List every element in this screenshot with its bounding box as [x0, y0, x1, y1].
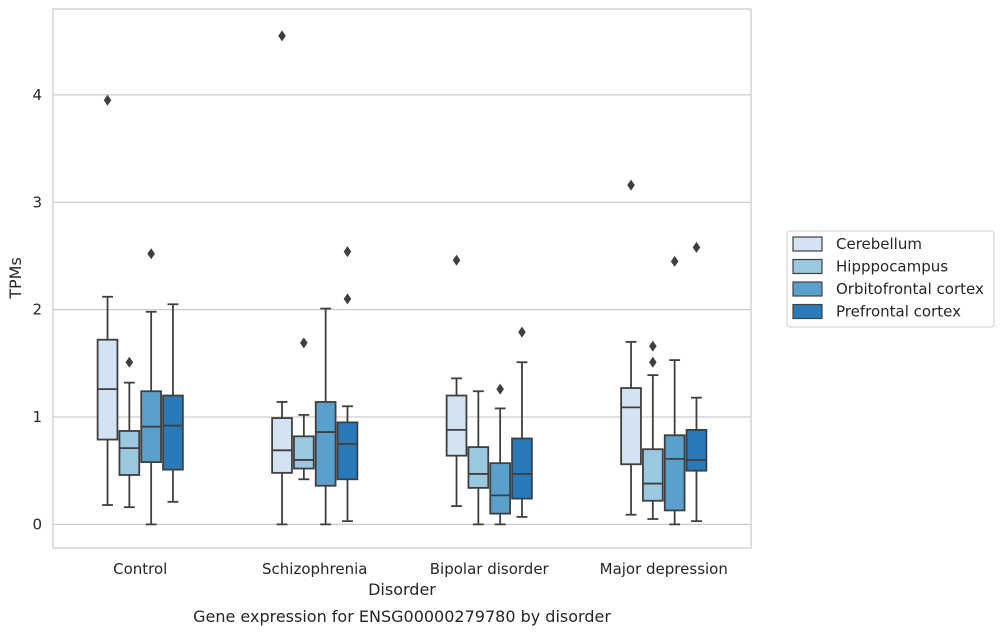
- outlier-point: [300, 337, 308, 349]
- x-tick-label: Major depression: [600, 560, 728, 578]
- box-iqr: [467, 446, 490, 489]
- legend-label: Hipppocampus: [836, 258, 948, 276]
- box-iqr: [271, 417, 293, 474]
- box-cerebellum: [620, 179, 642, 516]
- box-iqr: [620, 387, 642, 466]
- legend: Cerebellum Hipppocampus Orbitofrontal cort…: [786, 230, 995, 328]
- y-tick-label: 0: [32, 515, 42, 533]
- box-orbitofrontal-cortex: [314, 307, 337, 526]
- box-iqr: [162, 394, 184, 471]
- box-orbitofrontal-cortex: [489, 383, 511, 526]
- y-tick-label: 4: [32, 86, 42, 104]
- box-cerebellum: [445, 254, 468, 508]
- x-tick-label: Schizophrenia: [262, 560, 367, 578]
- y-tick-label: 3: [32, 193, 42, 211]
- outlier-point: [278, 30, 286, 42]
- outlier-point: [343, 246, 352, 258]
- box-prefrontal-cortex: [336, 246, 359, 523]
- outlier-point: [496, 383, 504, 395]
- box-iqr: [314, 401, 337, 487]
- box-hipppocampus: [642, 340, 664, 520]
- legend-swatch: [792, 236, 823, 252]
- box-iqr: [685, 428, 708, 472]
- outlier-point: [649, 356, 657, 368]
- box-prefrontal-cortex: [511, 326, 533, 518]
- chart-caption: Gene expression for ENSG00000279780 by d…: [193, 607, 611, 626]
- y-axis-ticks: 0 1 2 3 4: [32, 86, 42, 533]
- outlier-point: [125, 356, 134, 368]
- box-cerebellum: [96, 94, 119, 506]
- box-prefrontal-cortex: [685, 241, 708, 523]
- box-prefrontal-cortex: [162, 303, 184, 503]
- outlier-point: [103, 94, 112, 106]
- legend-label: Orbitofrontal cortex: [836, 280, 984, 298]
- box-iqr: [445, 394, 468, 457]
- box-cerebellum: [271, 30, 293, 526]
- legend-swatch: [792, 281, 823, 297]
- box-hipppocampus: [118, 356, 141, 509]
- x-tick-label: Bipolar disorder: [430, 560, 550, 578]
- legend-swatch: [792, 303, 823, 320]
- outlier-point: [692, 241, 701, 253]
- outlier-point: [670, 255, 679, 267]
- box-iqr: [663, 434, 686, 512]
- x-axis-label: Disorder: [368, 580, 436, 599]
- outlier-point: [518, 326, 526, 338]
- box-iqr: [642, 448, 664, 502]
- box-iqr: [293, 435, 315, 470]
- box-hipppocampus: [467, 390, 490, 526]
- outlier-point: [343, 293, 352, 305]
- box-iqr: [489, 462, 511, 515]
- outlier-point: [452, 254, 461, 266]
- x-axis-ticks: Control Schizophrenia Bipolar disorder Majo…: [113, 560, 728, 578]
- box-orbitofrontal-cortex: [140, 248, 162, 526]
- box-iqr: [511, 437, 533, 500]
- legend-label: Cerebellum: [836, 235, 922, 253]
- box-plot-series: [96, 30, 708, 526]
- y-tick-label: 2: [32, 301, 42, 319]
- y-axis-label: TPMs: [6, 257, 25, 300]
- outlier-point: [627, 179, 635, 191]
- plot-frame: [52, 8, 752, 549]
- legend-label: Prefrontal cortex: [836, 303, 961, 321]
- box-iqr: [336, 421, 359, 481]
- legend-frame: [786, 230, 995, 328]
- legend-swatch: [792, 258, 823, 275]
- outlier-point: [147, 248, 155, 260]
- box-hipppocampus: [293, 337, 315, 481]
- box-iqr: [118, 430, 141, 476]
- outlier-point: [649, 340, 657, 352]
- x-tick-label: Control: [113, 560, 167, 578]
- y-tick-label: 1: [32, 408, 42, 426]
- box-orbitofrontal-cortex: [663, 255, 686, 526]
